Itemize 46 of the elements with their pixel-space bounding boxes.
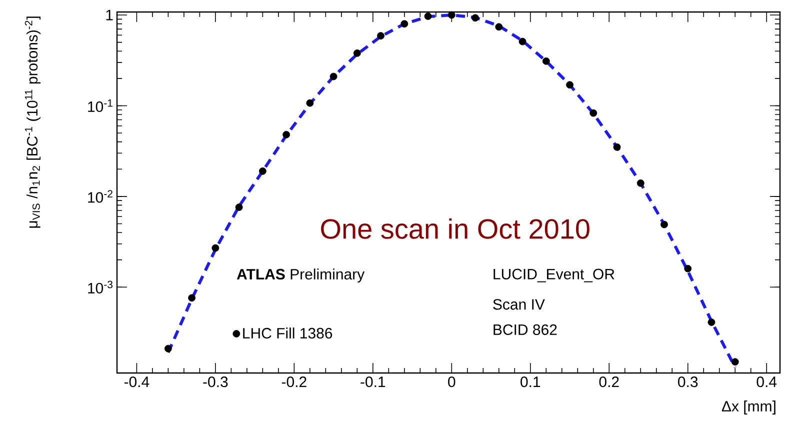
point: [613, 143, 621, 151]
point: [566, 81, 574, 89]
point: [424, 12, 432, 20]
point: [400, 20, 408, 28]
annotation: LUCID_Event_OR: [494, 268, 614, 282]
y-tick-label: 10$^{-3}$: [88, 280, 113, 294]
text: μ$_{VIS}$ /n$_{1}$n$_{2}$ [BC$^{-1}$ (10$^{11}$ protons)$^{-2}$]: [24, 16, 41, 228]
x-tick-label: -0.2: [282, 376, 306, 388]
point: [731, 358, 739, 366]
x-tick-label: -0.1: [360, 376, 386, 388]
point: [353, 49, 361, 57]
point: [708, 318, 716, 326]
point: [590, 109, 598, 117]
x-tick-label: 0.2: [599, 376, 619, 388]
x-tick-label: -0.3: [203, 376, 228, 388]
legend-label: LHC Fill 1386: [243, 328, 332, 339]
point: [684, 264, 692, 272]
x-tick-label: 0.3: [678, 376, 698, 388]
point: [495, 23, 503, 31]
x-axis-title: Δx [mm]: [722, 400, 776, 414]
annotation: One scan in Oct 2010: [321, 218, 590, 239]
point: [212, 244, 220, 252]
point: [258, 167, 266, 175]
point: [660, 220, 668, 228]
point: [472, 14, 479, 22]
annotation: BCID 862: [494, 324, 557, 335]
point: [636, 179, 644, 187]
y-tick-label: 10$^{-2}$: [88, 190, 112, 203]
y-tick-label: 10$^{-1}$: [88, 99, 112, 112]
point: [542, 57, 550, 65]
point: [377, 32, 384, 40]
x-tick-label: 0.1: [520, 376, 540, 388]
point: [235, 204, 243, 211]
y-tick-label: 1: [106, 10, 113, 20]
point: [164, 344, 172, 352]
point: [306, 99, 314, 107]
point: [282, 130, 290, 138]
x-tick-label: -0.4: [124, 376, 150, 388]
x-tick-label: 0: [448, 376, 456, 388]
point: [188, 294, 196, 302]
annotation: Scan IV: [493, 299, 545, 310]
annotation: ATLAS Preliminary: [236, 268, 365, 283]
point: [330, 72, 338, 80]
point: [518, 38, 526, 46]
point: [448, 11, 456, 19]
x-tick-label: 0.4: [756, 376, 777, 388]
